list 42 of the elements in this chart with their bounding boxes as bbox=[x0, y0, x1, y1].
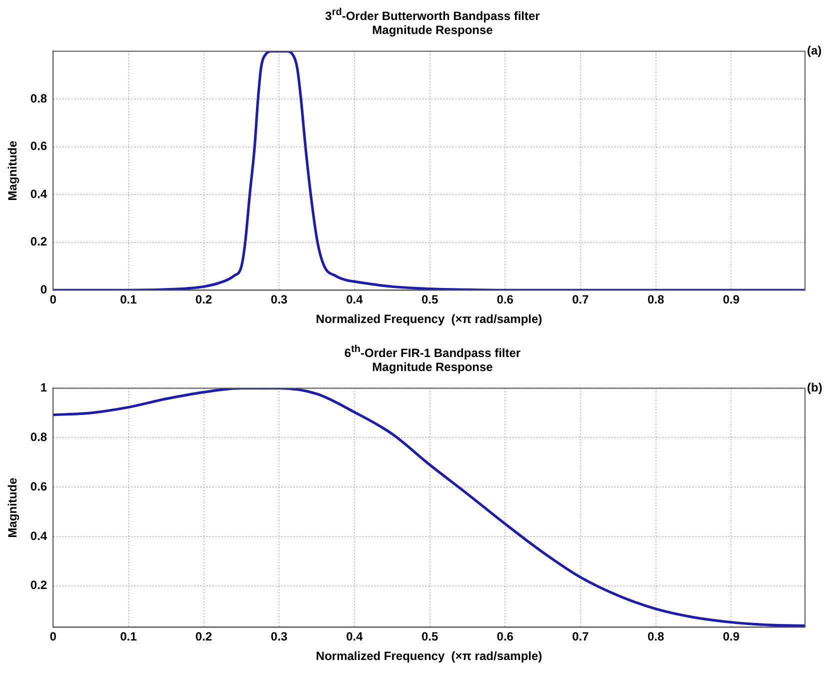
x-tick-label: 0.6 bbox=[496, 292, 514, 307]
x-tick-label: 0.3 bbox=[270, 630, 288, 644]
x-tick-label: 0.5 bbox=[421, 630, 438, 644]
text: (b) bbox=[807, 380, 822, 395]
x-tick-label: 0.8 bbox=[647, 292, 664, 307]
x-tick-label: 0.1 bbox=[120, 630, 138, 644]
x-tick-label: 0.5 bbox=[421, 292, 438, 307]
y-axis-title: Magnitude bbox=[6, 477, 20, 538]
x-tick-label: 0.3 bbox=[270, 292, 288, 307]
x-tick-label: 0.4 bbox=[346, 630, 364, 644]
x-tick-label: 0.9 bbox=[722, 292, 740, 307]
chart-subtitle: Magnitude Response bbox=[371, 360, 494, 374]
y-tick-label: 1 bbox=[40, 380, 48, 395]
x-tick-label: 0.4 bbox=[346, 292, 364, 307]
x-tick-label: 0.7 bbox=[572, 292, 590, 307]
x-tick-label: 0.9 bbox=[722, 630, 740, 644]
chart-title: 3$^{rd}$-Order Butterworth Bandpass filter bbox=[324, 6, 541, 23]
x-tick-label: 0.8 bbox=[647, 630, 664, 644]
x-tick-label: 0 bbox=[50, 292, 57, 307]
x-axis-title: Normalized Frequency (×π rad/sample) bbox=[316, 649, 542, 664]
chart-title: 6$^{th}$-Order FIR-1 Bandpass filter bbox=[343, 343, 522, 360]
x-tick-label: 0 bbox=[50, 630, 57, 644]
y-tick-label: 0.4 bbox=[30, 186, 48, 201]
y-tick-label: 0 bbox=[40, 282, 48, 297]
text: (a) bbox=[807, 44, 822, 58]
line-series bbox=[53, 388, 805, 628]
x-tick-label: 0.2 bbox=[195, 630, 212, 644]
x-axis-title: Normalized Frequency (×π rad/sample) bbox=[316, 312, 542, 326]
chart-subtitle: Magnitude Response bbox=[371, 23, 494, 37]
y-tick-label: 0.2 bbox=[30, 578, 48, 592]
y-tick-label: 0.6 bbox=[30, 479, 48, 494]
y-axis-title: Magnitude bbox=[6, 140, 20, 201]
y-tick-label: 0.8 bbox=[30, 430, 48, 444]
y-tick-label: 0.2 bbox=[30, 234, 48, 249]
x-tick-label: 0.7 bbox=[572, 630, 590, 644]
x-tick-label: 0.6 bbox=[496, 630, 514, 644]
x-tick-label: 0.2 bbox=[195, 292, 212, 307]
y-tick-label: 0.6 bbox=[30, 139, 48, 154]
y-tick-label: 0.4 bbox=[30, 528, 48, 543]
y-tick-label: 0.8 bbox=[30, 91, 48, 106]
line-series bbox=[53, 51, 805, 290]
x-tick-label: 0.1 bbox=[120, 292, 138, 307]
